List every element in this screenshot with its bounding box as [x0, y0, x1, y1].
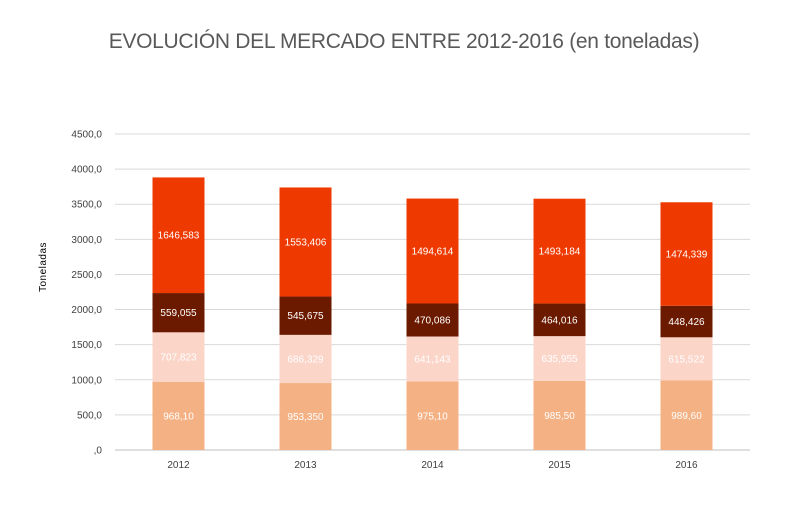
x-tick-label: 2013 — [294, 460, 317, 471]
data-label: 1494,614 — [412, 247, 454, 258]
data-label: 559,055 — [160, 308, 197, 319]
bar-segment — [406, 336, 459, 382]
y-tick-label: 1500,0 — [71, 340, 102, 351]
bar-segment — [152, 382, 205, 450]
bar-segment — [279, 334, 332, 384]
data-label: 686,329 — [287, 354, 324, 365]
bar-segment — [533, 336, 586, 381]
y-tick-label: 2500,0 — [71, 270, 102, 281]
data-label: 464,016 — [541, 315, 578, 326]
y-tick-label: ,0 — [94, 446, 103, 457]
bar-segment — [660, 305, 713, 338]
data-label: 975,10 — [417, 411, 448, 422]
data-label: 985,50 — [544, 411, 575, 422]
bar-segment — [279, 383, 332, 450]
data-label: 448,426 — [668, 317, 705, 328]
bar-segment — [152, 177, 205, 294]
x-tick-label: 2016 — [675, 460, 698, 471]
data-label: 615,522 — [668, 354, 705, 365]
y-tick-label: 1000,0 — [71, 375, 102, 386]
bar-segment — [406, 303, 459, 337]
y-tick-label: 3500,0 — [71, 200, 102, 211]
bar-segment — [533, 380, 586, 450]
bar-segment — [660, 202, 713, 306]
data-label: 641,143 — [414, 355, 451, 366]
bar-segment — [533, 303, 586, 337]
bar-segment — [660, 380, 713, 450]
y-tick-label: 4000,0 — [71, 165, 102, 176]
chart-title: EVOLUCIÓN DEL MERCADO ENTRE 2012-2016 (e… — [108, 30, 700, 53]
data-label: 953,350 — [287, 412, 324, 423]
bar-segment — [152, 332, 205, 383]
data-label: 968,10 — [163, 412, 194, 423]
bar-segment — [152, 293, 205, 333]
data-label: 470,086 — [414, 315, 451, 326]
bar-segment — [279, 296, 332, 335]
data-label: 635,955 — [541, 354, 578, 365]
bar-segment — [279, 187, 332, 297]
bar-segment — [406, 381, 459, 450]
data-label: 989,60 — [671, 411, 702, 422]
y-tick-label: 4500,0 — [71, 130, 102, 141]
data-label: 1553,406 — [285, 237, 327, 248]
x-tick-label: 2015 — [548, 460, 571, 471]
data-label: 1474,339 — [666, 250, 708, 261]
data-label: 1646,583 — [158, 231, 200, 242]
x-tick-label: 2014 — [421, 460, 444, 471]
data-label: 545,675 — [287, 311, 324, 322]
x-tick-label: 2012 — [167, 460, 190, 471]
y-tick-label: 3000,0 — [71, 235, 102, 246]
y-tick-label: 2000,0 — [71, 305, 102, 316]
bar-segment — [660, 337, 713, 381]
y-tick-label: 500,0 — [77, 410, 102, 421]
y-axis-title: Toneladas — [38, 242, 49, 292]
bar-segment — [533, 198, 586, 304]
bar-segment — [406, 198, 459, 304]
data-label: 707,823 — [160, 353, 197, 364]
data-label: 1493,184 — [539, 247, 581, 258]
